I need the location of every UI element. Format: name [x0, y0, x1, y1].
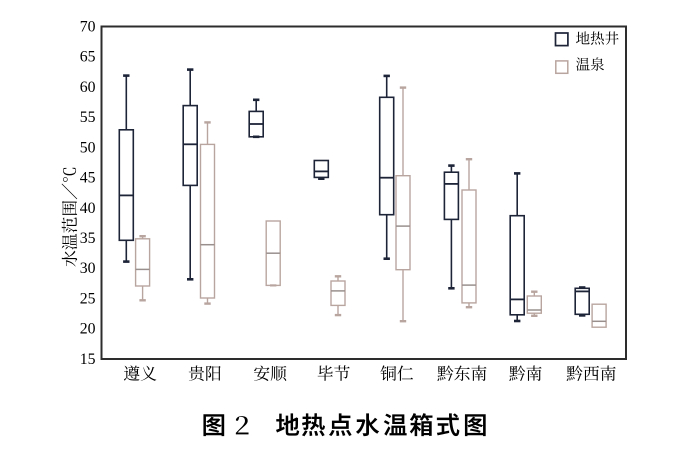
svg-text:35: 35	[80, 230, 96, 247]
svg-text:65: 65	[80, 49, 96, 66]
svg-text:25: 25	[80, 290, 96, 307]
svg-text:45: 45	[80, 170, 96, 187]
svg-text:30: 30	[80, 260, 96, 277]
svg-text:60: 60	[80, 79, 96, 96]
svg-text:15: 15	[80, 351, 96, 368]
svg-text:20: 20	[80, 321, 96, 338]
svg-text:55: 55	[80, 109, 96, 126]
svg-text:70: 70	[80, 18, 96, 35]
svg-text:40: 40	[80, 200, 96, 217]
svg-text:50: 50	[80, 139, 96, 156]
